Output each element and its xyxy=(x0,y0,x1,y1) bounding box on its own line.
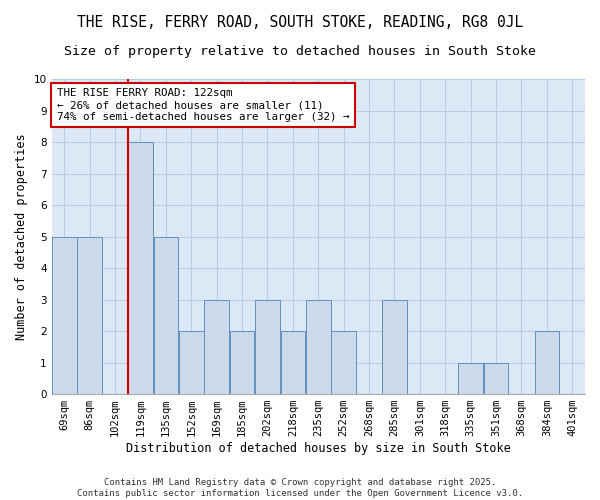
Bar xyxy=(154,236,178,394)
Bar xyxy=(331,331,356,394)
Text: THE RISE FERRY ROAD: 122sqm
← 26% of detached houses are smaller (11)
74% of sem: THE RISE FERRY ROAD: 122sqm ← 26% of det… xyxy=(57,88,349,122)
X-axis label: Distribution of detached houses by size in South Stoke: Distribution of detached houses by size … xyxy=(126,442,511,455)
Text: THE RISE, FERRY ROAD, SOUTH STOKE, READING, RG8 0JL: THE RISE, FERRY ROAD, SOUTH STOKE, READI… xyxy=(77,15,523,30)
Bar xyxy=(535,331,559,394)
Text: Contains HM Land Registry data © Crown copyright and database right 2025.
Contai: Contains HM Land Registry data © Crown c… xyxy=(77,478,523,498)
Bar xyxy=(230,331,254,394)
Bar xyxy=(484,362,508,394)
Bar xyxy=(255,300,280,394)
Bar xyxy=(205,300,229,394)
Text: Size of property relative to detached houses in South Stoke: Size of property relative to detached ho… xyxy=(64,45,536,58)
Bar xyxy=(52,236,77,394)
Bar xyxy=(306,300,331,394)
Bar xyxy=(458,362,483,394)
Bar xyxy=(77,236,102,394)
Bar xyxy=(179,331,203,394)
Bar xyxy=(382,300,407,394)
Y-axis label: Number of detached properties: Number of detached properties xyxy=(15,133,28,340)
Bar xyxy=(128,142,153,394)
Bar xyxy=(281,331,305,394)
